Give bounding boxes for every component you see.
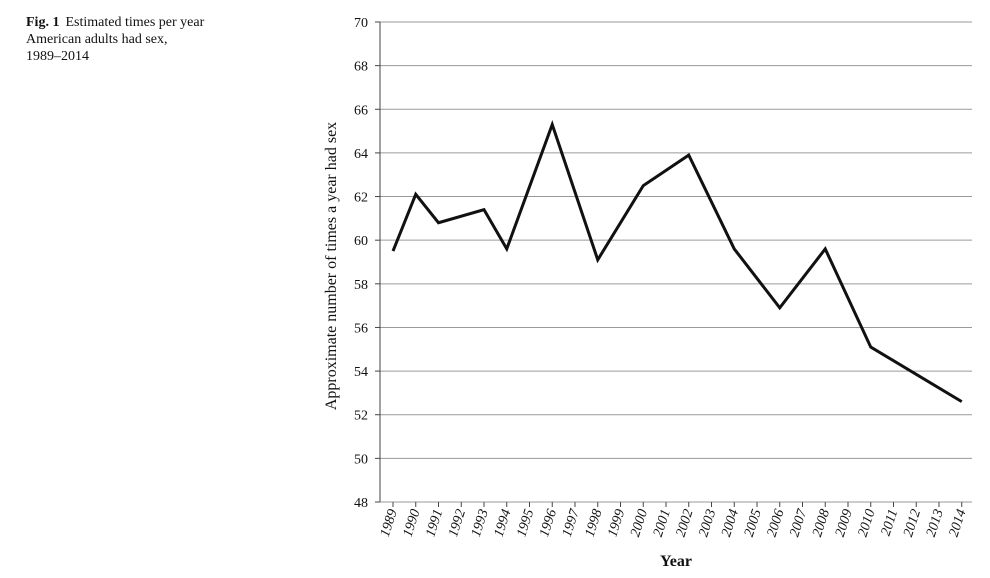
y-axis-ticks: 48 50 52 54 56 58 60 62 64 66 68 70	[354, 16, 380, 511]
y-tick-label: 54	[354, 365, 368, 380]
y-tick-label: 60	[354, 234, 368, 249]
x-tick-label: 2005	[742, 508, 765, 539]
x-tick-label: 1997	[560, 507, 583, 539]
x-tick-label: 2007	[787, 507, 810, 539]
y-tick-label: 56	[354, 321, 368, 336]
x-tick-label: 2010	[856, 508, 879, 539]
gridlines	[380, 21, 972, 503]
x-axis-ticks: 1989 1990 1991 1992 1993 1994 1995 1996 1997 1998…	[378, 502, 970, 539]
x-tick-label: 2013	[924, 508, 947, 539]
x-tick-label: 2000	[628, 508, 651, 539]
x-tick-label: 1998	[583, 508, 606, 539]
x-tick-label: 2002	[674, 508, 697, 539]
figure-label: Fig. 1	[26, 15, 60, 30]
y-tick-label: 58	[354, 278, 368, 293]
y-tick-label: 70	[354, 16, 368, 31]
y-tick-label: 66	[354, 103, 368, 118]
x-tick-label: 1995	[514, 508, 537, 539]
x-tick-label: 1992	[446, 508, 469, 539]
y-tick-label: 52	[354, 409, 368, 424]
y-tick-label: 64	[354, 147, 368, 162]
caption-line-2: American adults had sex,	[26, 32, 168, 47]
y-tick-label: 48	[354, 496, 368, 511]
caption-line-1: Estimated times per year	[65, 15, 205, 30]
x-tick-label: 1999	[605, 508, 628, 539]
figure-caption: Fig. 1 Estimated times per year American …	[26, 14, 266, 65]
x-tick-label: 1990	[401, 508, 424, 539]
caption-line-3: 1989–2014	[26, 49, 89, 64]
x-tick-label: 1989	[378, 508, 401, 539]
series-line	[391, 120, 963, 403]
x-tick-label: 1993	[469, 508, 492, 539]
x-tick-label: 2012	[901, 508, 924, 539]
x-tick-label: 2004	[719, 508, 742, 539]
y-tick-label: 62	[354, 191, 368, 206]
x-tick-label: 2014	[947, 508, 970, 539]
y-axis-title: Approximate number of times a year had s…	[323, 122, 340, 410]
x-tick-label: 2008	[810, 508, 833, 539]
x-tick-label: 2009	[833, 508, 856, 539]
x-axis-title: Year	[660, 553, 692, 570]
x-tick-label: 2001	[651, 508, 674, 539]
x-tick-label: 1991	[423, 508, 446, 539]
x-tick-label: 1996	[537, 508, 560, 539]
x-tick-label: 1994	[492, 508, 515, 539]
y-tick-label: 68	[354, 60, 368, 75]
x-tick-label: 2006	[765, 508, 788, 539]
x-tick-label: 2011	[879, 508, 902, 538]
y-tick-label: 50	[354, 452, 368, 467]
x-tick-label: 2003	[696, 508, 719, 539]
